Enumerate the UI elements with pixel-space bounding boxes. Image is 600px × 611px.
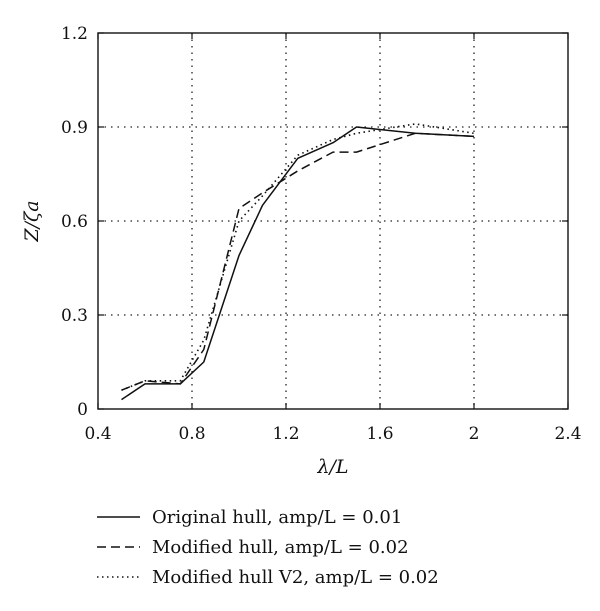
x-tick-label: 0.8	[178, 424, 205, 444]
legend-label-2: Modified hull, amp/L = 0.02	[152, 537, 409, 558]
y-tick-label: 0.6	[61, 212, 88, 232]
series-line-2	[121, 132, 475, 391]
x-tick-label: 1.6	[366, 424, 393, 444]
x-tick-label: 0.4	[84, 424, 111, 444]
x-tick-label: 2	[469, 424, 480, 444]
x-tick-label: 2.4	[554, 424, 581, 444]
x-tick-label: 1.2	[272, 424, 299, 444]
y-tick-label: 1.2	[61, 24, 88, 44]
series-line-1	[121, 126, 475, 401]
y-tick-label: 0	[77, 400, 88, 420]
y-tick-label: 0.9	[61, 118, 88, 138]
y-tick-label: 0.3	[61, 306, 88, 326]
x-axis-label: λ/L	[316, 456, 348, 478]
legend-label-3: Modified hull V2, amp/L = 0.02	[152, 567, 439, 588]
legend-label-1: Original hull, amp/L = 0.01	[152, 507, 402, 528]
y-axis-label: Z/ζa	[21, 200, 43, 242]
series-line-3	[121, 123, 475, 391]
